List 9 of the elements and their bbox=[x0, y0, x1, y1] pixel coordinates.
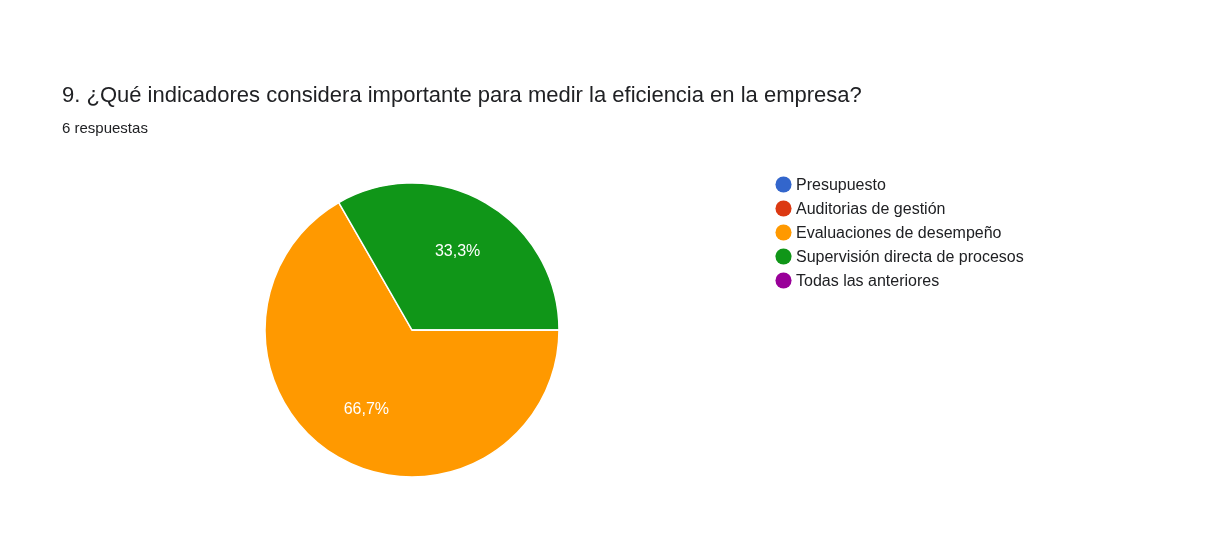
legend-label: Evaluaciones de desempeño bbox=[796, 223, 1002, 241]
legend-label: Supervisión directa de procesos bbox=[796, 247, 1024, 265]
legend-label: Presupuesto bbox=[796, 175, 886, 193]
legend-label: Todas las anteriores bbox=[796, 271, 940, 289]
data-label: 66,7% bbox=[343, 399, 390, 417]
chart-title: 9. ¿Qué indicadores considera importante para medir la eficiencia en la empresa? bbox=[62, 82, 862, 107]
text: 6 respuestas bbox=[62, 119, 148, 136]
data-label: 33,3% bbox=[434, 242, 481, 260]
legend-label: Auditorias de gestión bbox=[796, 199, 946, 217]
